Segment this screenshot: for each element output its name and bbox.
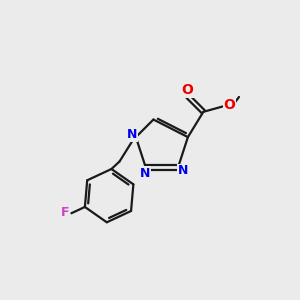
Text: O: O [182,83,193,97]
Text: N: N [178,164,188,177]
Text: O: O [223,98,235,112]
Text: N: N [140,167,150,179]
Text: F: F [61,206,69,219]
Text: N: N [127,128,137,141]
